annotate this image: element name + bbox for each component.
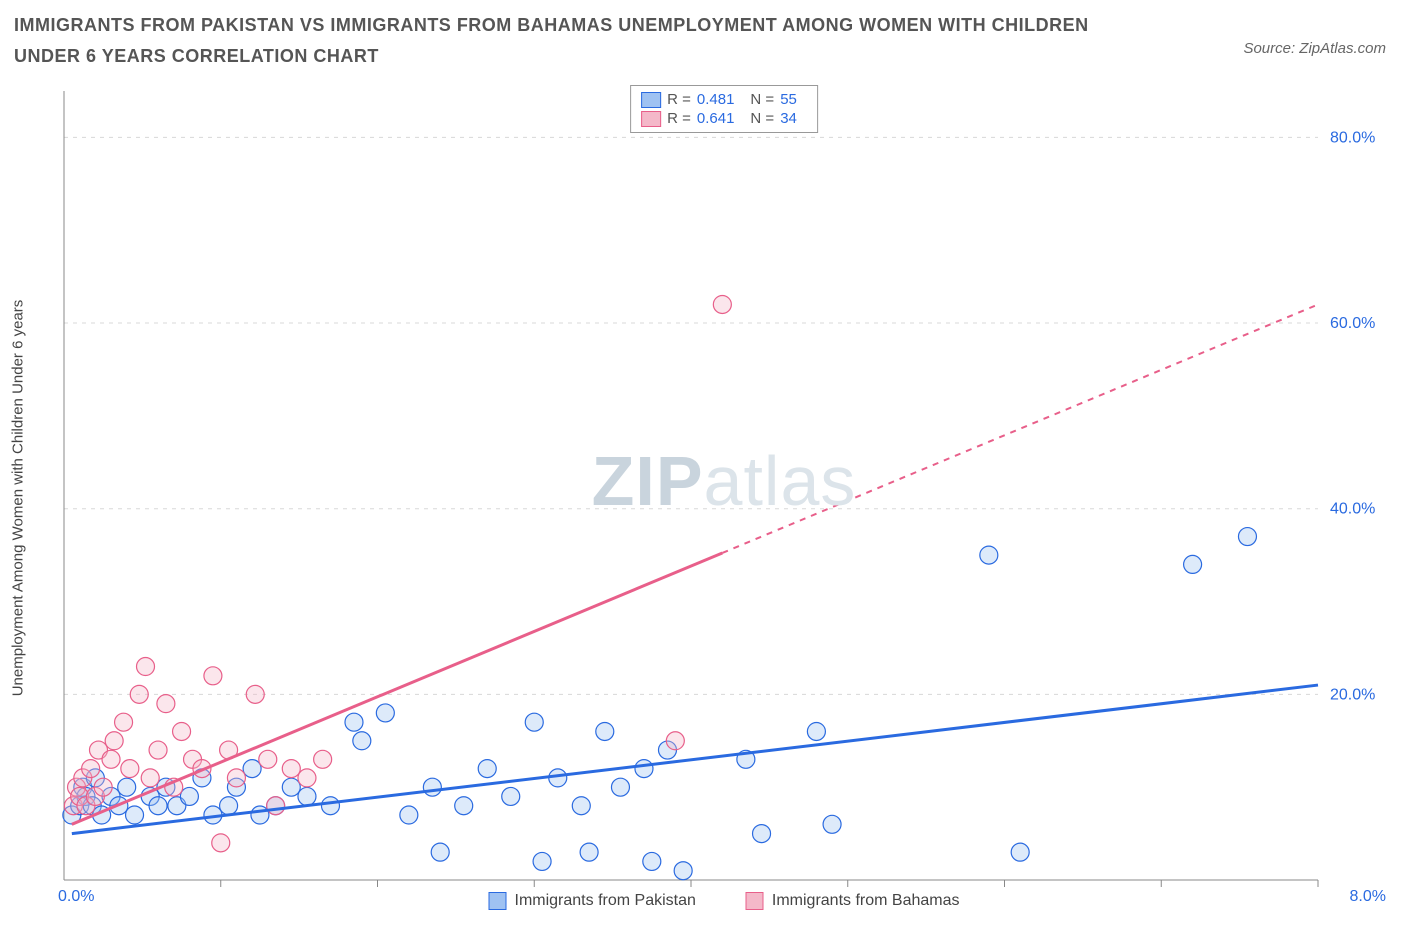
- x-origin-label: 0.0%: [58, 888, 94, 906]
- stat-n-label: N =: [750, 110, 774, 127]
- stat-r-value: 0.481: [697, 91, 735, 108]
- stats-legend: R = 0.481 N = 55 R = 0.641 N = 34: [630, 85, 818, 133]
- legend-swatch: [641, 111, 661, 127]
- svg-text:20.0%: 20.0%: [1330, 686, 1375, 703]
- stat-row: R = 0.481 N = 55: [641, 90, 807, 109]
- stat-row: R = 0.641 N = 34: [641, 109, 807, 128]
- plot-area: Unemployment Among Women with Children U…: [60, 85, 1388, 910]
- legend-swatch: [641, 92, 661, 108]
- legend-item: Immigrants from Bahamas: [746, 892, 960, 910]
- chart-title: IMMIGRANTS FROM PAKISTAN VS IMMIGRANTS F…: [14, 10, 1114, 71]
- svg-text:60.0%: 60.0%: [1330, 315, 1375, 332]
- series-legend: Immigrants from Pakistan Immigrants from …: [489, 892, 960, 910]
- source-label: Source: ZipAtlas.com: [1243, 40, 1386, 57]
- stat-r-label: R =: [667, 91, 691, 108]
- x-end-label: 8.0%: [1350, 888, 1386, 906]
- svg-text:40.0%: 40.0%: [1330, 501, 1375, 518]
- legend-item: Immigrants from Pakistan: [489, 892, 696, 910]
- stat-n-label: N =: [750, 91, 774, 108]
- stat-r-label: R =: [667, 110, 691, 127]
- y-axis-label: Unemployment Among Women with Children U…: [10, 299, 27, 696]
- legend-label: Immigrants from Pakistan: [515, 892, 696, 910]
- legend-swatch: [746, 892, 764, 910]
- scatter-chart: 20.0% 40.0% 60.0% 80.0%: [60, 85, 1388, 910]
- svg-text:80.0%: 80.0%: [1330, 129, 1375, 146]
- stat-n-value: 34: [780, 110, 797, 127]
- legend-label: Immigrants from Bahamas: [772, 892, 960, 910]
- stat-n-value: 55: [780, 91, 797, 108]
- stat-r-value: 0.641: [697, 110, 735, 127]
- legend-swatch: [489, 892, 507, 910]
